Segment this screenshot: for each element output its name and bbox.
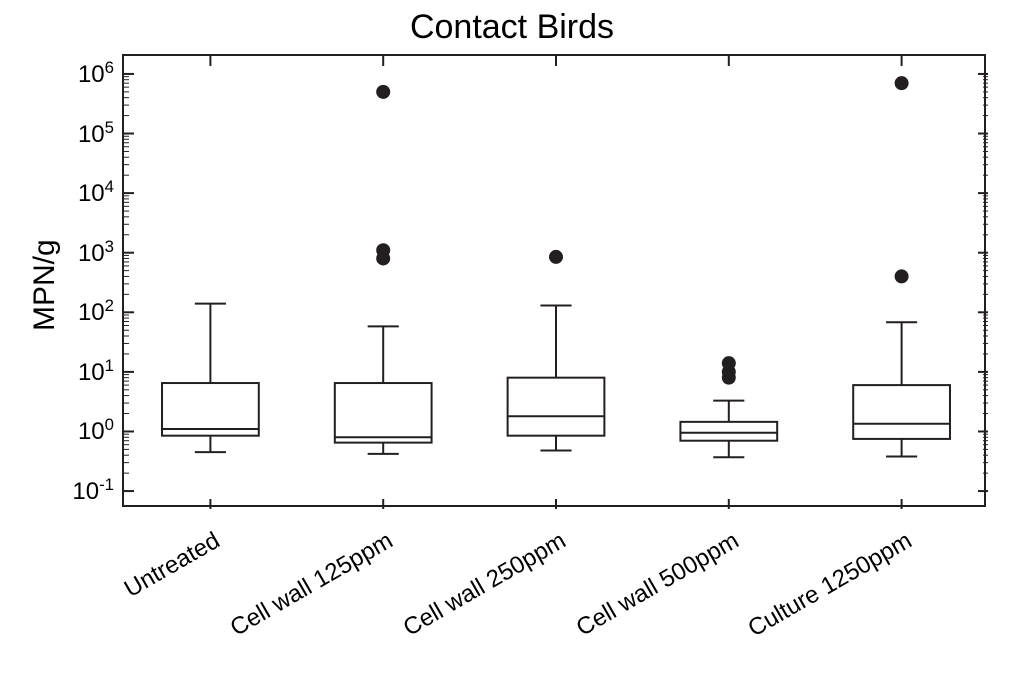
- y-tick: 106: [78, 58, 114, 89]
- plot-svg: [124, 56, 988, 509]
- y-tick: 101: [78, 356, 114, 387]
- y-axis-label: MPN/g: [28, 239, 62, 331]
- y-tick: 103: [78, 237, 114, 268]
- y-tick: 102: [78, 296, 114, 327]
- y-tick: 10-1: [72, 475, 114, 506]
- boxplot-chart: Contact Birds MPN/g 10-1 100 101 102 103 104 1…: [0, 0, 1024, 673]
- chart-title: Contact Birds: [0, 8, 1024, 47]
- y-tick: 100: [78, 415, 114, 446]
- y-tick: 104: [78, 177, 114, 208]
- y-tick: 105: [78, 118, 114, 149]
- plot-area: [122, 54, 986, 507]
